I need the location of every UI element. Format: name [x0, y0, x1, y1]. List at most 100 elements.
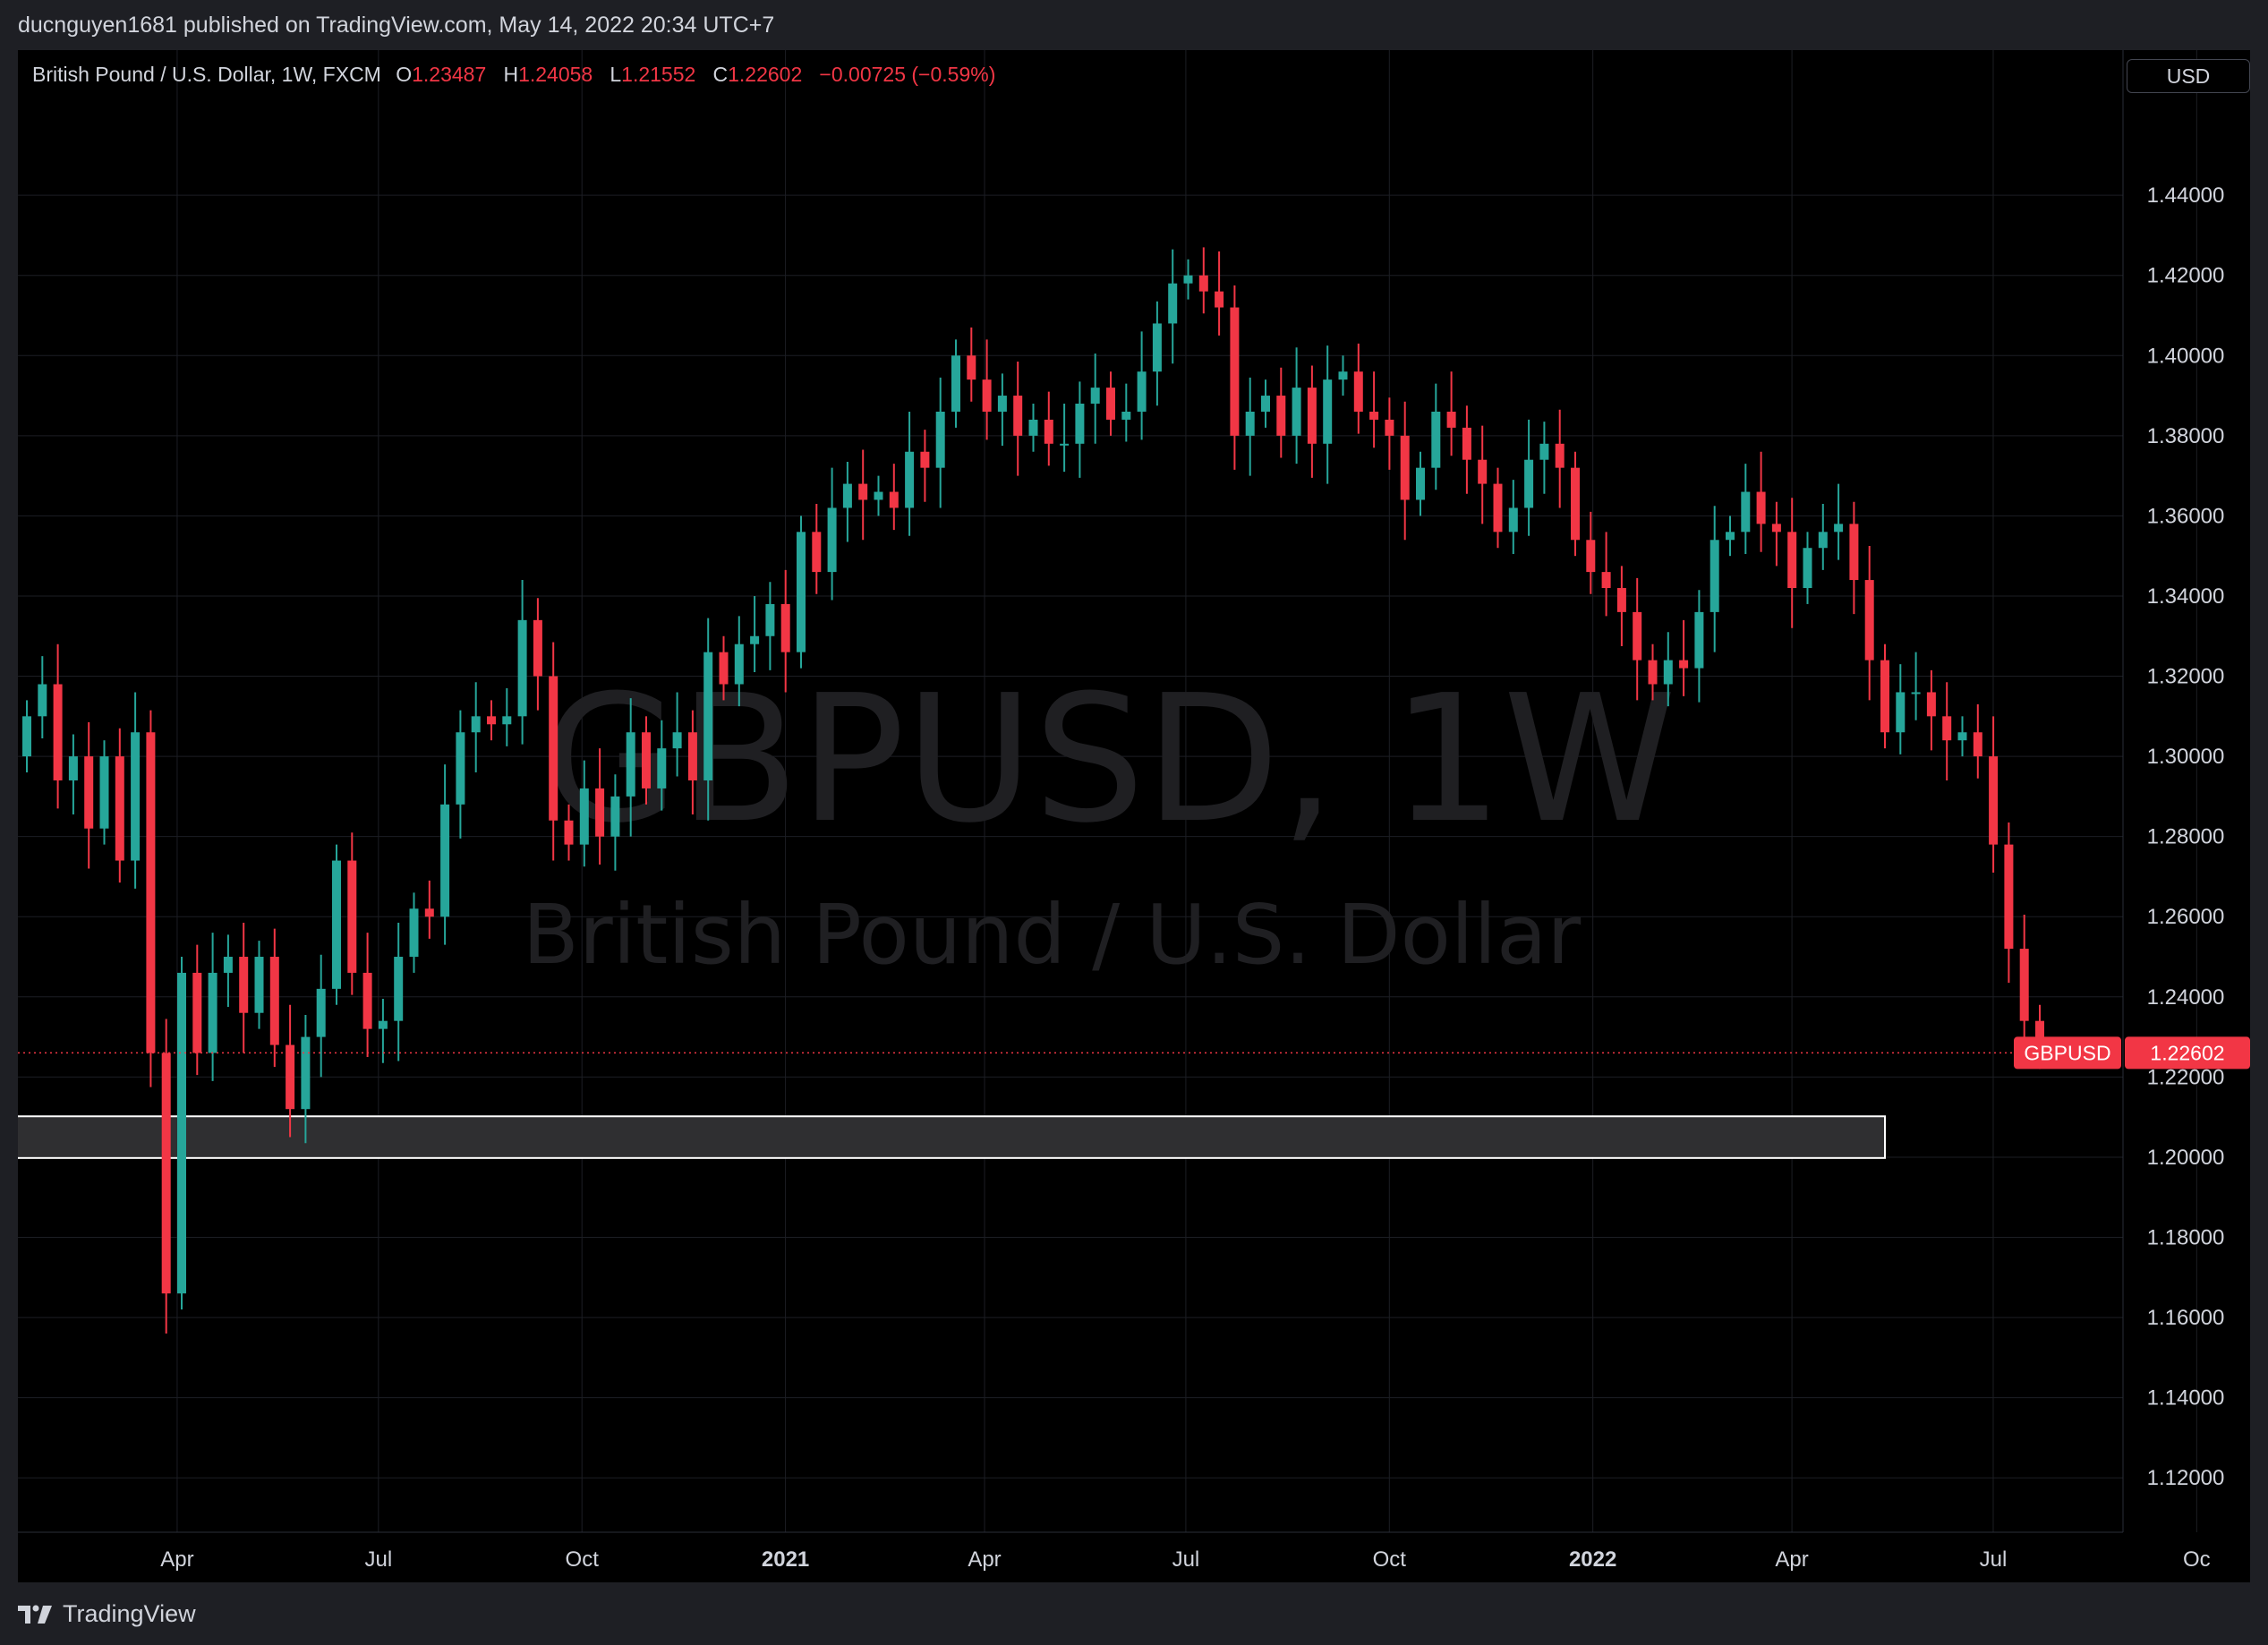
candle-down — [1586, 540, 1596, 573]
tradingview-brand: TradingView — [63, 1600, 196, 1627]
candle-down — [982, 379, 992, 412]
candle-down — [487, 716, 496, 725]
price-tick-label: 1.26000 — [2147, 905, 2225, 929]
candle-up — [1338, 371, 1348, 380]
grid — [18, 50, 2197, 1532]
candle-up — [99, 756, 109, 829]
candle-up — [997, 396, 1007, 412]
candle-down — [1478, 459, 1488, 484]
candle-down — [780, 603, 790, 652]
candle-down — [53, 684, 63, 780]
candle-down — [1633, 611, 1642, 661]
candle-up — [905, 451, 915, 508]
candle-down — [1601, 572, 1611, 589]
candle-up — [1431, 411, 1441, 468]
candle-down — [2019, 949, 2029, 1021]
top-bar: ducnguyen1681 published on TradingView.c… — [0, 0, 2268, 50]
candle-up — [456, 732, 465, 805]
candle-down — [146, 732, 156, 1053]
candle-down — [812, 532, 822, 573]
candle-up — [38, 684, 47, 717]
candle-up — [1183, 275, 1193, 284]
candle-up — [797, 532, 806, 652]
price-tag-text: 1.22602 — [2150, 1041, 2224, 1064]
publish-info: ducnguyen1681 published on TradingView.c… — [18, 13, 775, 38]
candle-up — [1539, 443, 1549, 460]
price-tick-label: 1.12000 — [2147, 1466, 2225, 1490]
candle-up — [951, 355, 960, 412]
candle-up — [1710, 540, 1719, 612]
legend-open-label: O — [396, 63, 413, 86]
chart-frame[interactable]: GBPUSD, 1W British Pound / U.S. Dollar 1… — [18, 50, 2250, 1582]
candle-up — [301, 1036, 311, 1110]
candle-down — [1555, 443, 1565, 468]
candle-down — [687, 732, 697, 780]
time-tick-label: Apr — [160, 1547, 193, 1572]
price-tick-label: 1.14000 — [2147, 1386, 2225, 1411]
candle-up — [223, 957, 233, 973]
candles — [22, 247, 2044, 1334]
candle-down — [115, 756, 124, 861]
candlestick-chart[interactable]: GBPUSD, 1W British Pound / U.S. Dollar 1… — [18, 50, 2250, 1582]
last-price-label: GBPUSD 1.22602 — [2014, 1036, 2250, 1070]
candle-up — [626, 732, 635, 797]
candle-up — [1245, 411, 1255, 436]
candle-up — [378, 1020, 388, 1029]
candle-up — [610, 796, 620, 837]
candle-down — [1989, 756, 1999, 845]
candle-up — [1803, 548, 1812, 589]
candle-down — [1648, 660, 1658, 685]
candle-down — [889, 491, 899, 508]
candle-down — [858, 483, 868, 500]
price-tick-label: 1.20000 — [2147, 1146, 2225, 1170]
candle-up — [208, 972, 217, 1053]
legend-low-value: 1.21552 — [621, 63, 696, 86]
candle-up — [874, 491, 883, 500]
candle-up — [703, 652, 713, 780]
candle-up — [1508, 507, 1518, 533]
candle-up — [1028, 419, 1038, 436]
candle-down — [719, 652, 729, 685]
candle-up — [750, 635, 760, 644]
candle-down — [1353, 371, 1363, 412]
candle-down — [1230, 307, 1240, 436]
watermark-name: British Pound / U.S. Dollar — [523, 887, 1582, 983]
support-zone — [18, 1115, 1886, 1159]
candle-down — [967, 355, 976, 380]
legend-close-value: 1.22602 — [728, 63, 803, 86]
candle-up — [765, 603, 775, 636]
time-tick-label: Oc — [2183, 1547, 2211, 1572]
candle-up — [672, 732, 682, 749]
candle-down — [642, 732, 651, 788]
symbol-tag-text: GBPUSD — [2024, 1041, 2110, 1064]
candle-down — [549, 676, 558, 821]
legend-close-label: C — [712, 63, 729, 86]
candle-down — [84, 756, 94, 829]
symbol-tag — [2014, 1036, 2121, 1070]
candle-down — [1198, 275, 1208, 292]
candle-up — [517, 619, 527, 717]
candle-up — [131, 732, 141, 861]
price-tick-label: 1.30000 — [2147, 745, 2225, 769]
time-tick-label: Oct — [566, 1547, 600, 1572]
currency-button[interactable]: USD — [2127, 59, 2250, 93]
candle-down — [1369, 411, 1379, 420]
price-tick-label: 1.16000 — [2147, 1306, 2225, 1330]
candle-up — [1911, 692, 1921, 695]
candle-down — [424, 908, 434, 917]
candle-down — [1400, 435, 1410, 500]
candle-up — [657, 748, 667, 788]
candle-down — [564, 820, 574, 845]
candle-up — [1524, 459, 1534, 508]
candle-down — [1462, 427, 1471, 460]
candle-up — [502, 716, 512, 725]
candle-up — [22, 716, 31, 757]
candle-up — [1416, 467, 1425, 500]
price-tag — [2125, 1036, 2250, 1070]
tradingview-logo[interactable]: TradingView — [18, 1600, 196, 1628]
candle-down — [595, 788, 605, 837]
candle-down — [192, 972, 202, 1053]
candle-down — [269, 957, 279, 1045]
candle-up — [332, 860, 341, 989]
candle-down — [1446, 411, 1456, 428]
